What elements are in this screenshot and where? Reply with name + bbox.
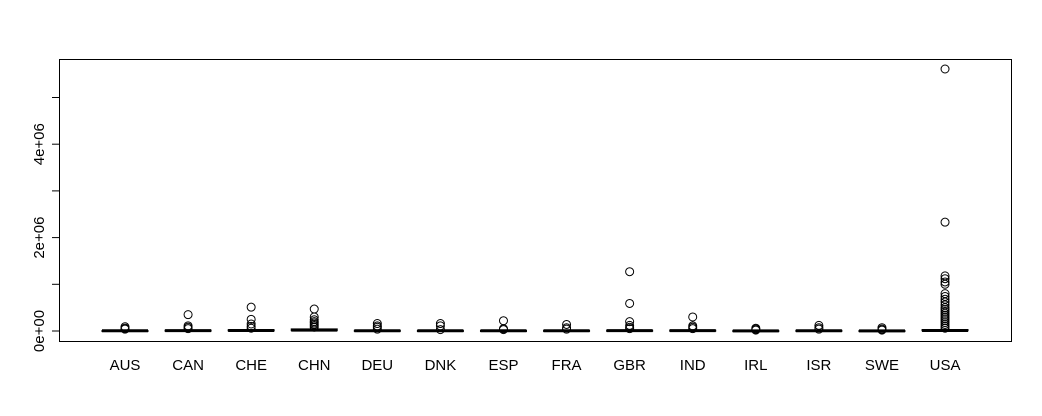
- outlier-point: [940, 64, 950, 74]
- box-ind: [669, 312, 717, 334]
- x-tick-label-can: CAN: [172, 357, 204, 374]
- x-tick-label-irl: IRL: [744, 357, 767, 374]
- x-tick-label-isr: ISR: [806, 357, 831, 374]
- box-aus: [101, 322, 149, 334]
- x-tick-label-ind: IND: [680, 357, 706, 374]
- outlier-point: [625, 317, 635, 327]
- outlier-point: [940, 277, 950, 287]
- box-che: [227, 302, 275, 333]
- plot-frame: [59, 59, 1012, 342]
- outlier-point: [246, 302, 256, 312]
- outlier-point: [562, 319, 572, 329]
- outlier-point: [120, 322, 130, 332]
- x-tick-label-deu: DEU: [361, 357, 393, 374]
- outlier-point: [435, 325, 445, 335]
- x-tick-label-esp: ESP: [488, 357, 518, 374]
- outlier-point: [625, 267, 635, 277]
- box-gbr: [606, 267, 654, 334]
- box-esp: [479, 316, 527, 335]
- box-dnk: [416, 319, 464, 335]
- outlier-point: [372, 319, 382, 329]
- outlier-point: [940, 271, 950, 281]
- outlier-point: [940, 217, 950, 227]
- outlier-point: [688, 312, 698, 322]
- box-usa: [921, 64, 969, 333]
- outlier-point: [246, 319, 256, 329]
- outlier-point: [688, 321, 698, 331]
- x-tick-label-swe: SWE: [865, 357, 899, 374]
- box-can: [164, 310, 212, 334]
- x-tick-label-chn: CHN: [298, 357, 331, 374]
- y-tick-label: 0e+00: [31, 310, 48, 352]
- box-deu: [353, 319, 401, 334]
- x-tick-label-dnk: DNK: [425, 357, 457, 374]
- outlier-point: [435, 321, 445, 331]
- outlier-point: [940, 274, 950, 284]
- outlier-point: [751, 323, 761, 333]
- outlier-point: [246, 314, 256, 324]
- outlier-point: [940, 289, 950, 299]
- y-tick-label: 2e+06: [31, 217, 48, 259]
- outlier-point: [877, 323, 887, 333]
- x-tick-label-gbr: GBR: [613, 357, 646, 374]
- y-tick-label: 4e+06: [31, 123, 48, 165]
- box-isr: [795, 320, 843, 334]
- box-fra: [543, 319, 591, 334]
- y-axis: 0e+00 2e+06 4e+06: [31, 96, 60, 352]
- outlier-point: [562, 323, 572, 333]
- outlier-point: [498, 316, 508, 326]
- boxes-group: [101, 64, 969, 335]
- outlier-point: [309, 304, 319, 314]
- x-axis: AUS CAN CHE CHN DEU DNK ESP FRA GBR IND IRL ISR SWE U…: [110, 357, 961, 374]
- box-chn: [290, 304, 338, 332]
- x-tick-label-aus: AUS: [110, 357, 141, 374]
- outlier-point: [309, 315, 319, 325]
- outlier-point: [435, 319, 445, 329]
- outlier-point: [625, 320, 635, 330]
- outlier-point: [814, 323, 824, 333]
- x-tick-label-fra: FRA: [552, 357, 582, 374]
- outlier-point: [183, 321, 193, 331]
- outlier-point: [246, 321, 256, 331]
- outlier-point: [372, 321, 382, 331]
- box-irl: [732, 323, 780, 335]
- x-tick-label-che: CHE: [235, 357, 267, 374]
- outlier-point: [625, 298, 635, 308]
- outlier-point: [940, 294, 950, 304]
- outlier-point: [940, 291, 950, 301]
- x-tick-label-usa: USA: [930, 357, 961, 374]
- box-swe: [858, 323, 906, 335]
- outlier-point: [183, 310, 193, 320]
- outlier-point: [814, 320, 824, 330]
